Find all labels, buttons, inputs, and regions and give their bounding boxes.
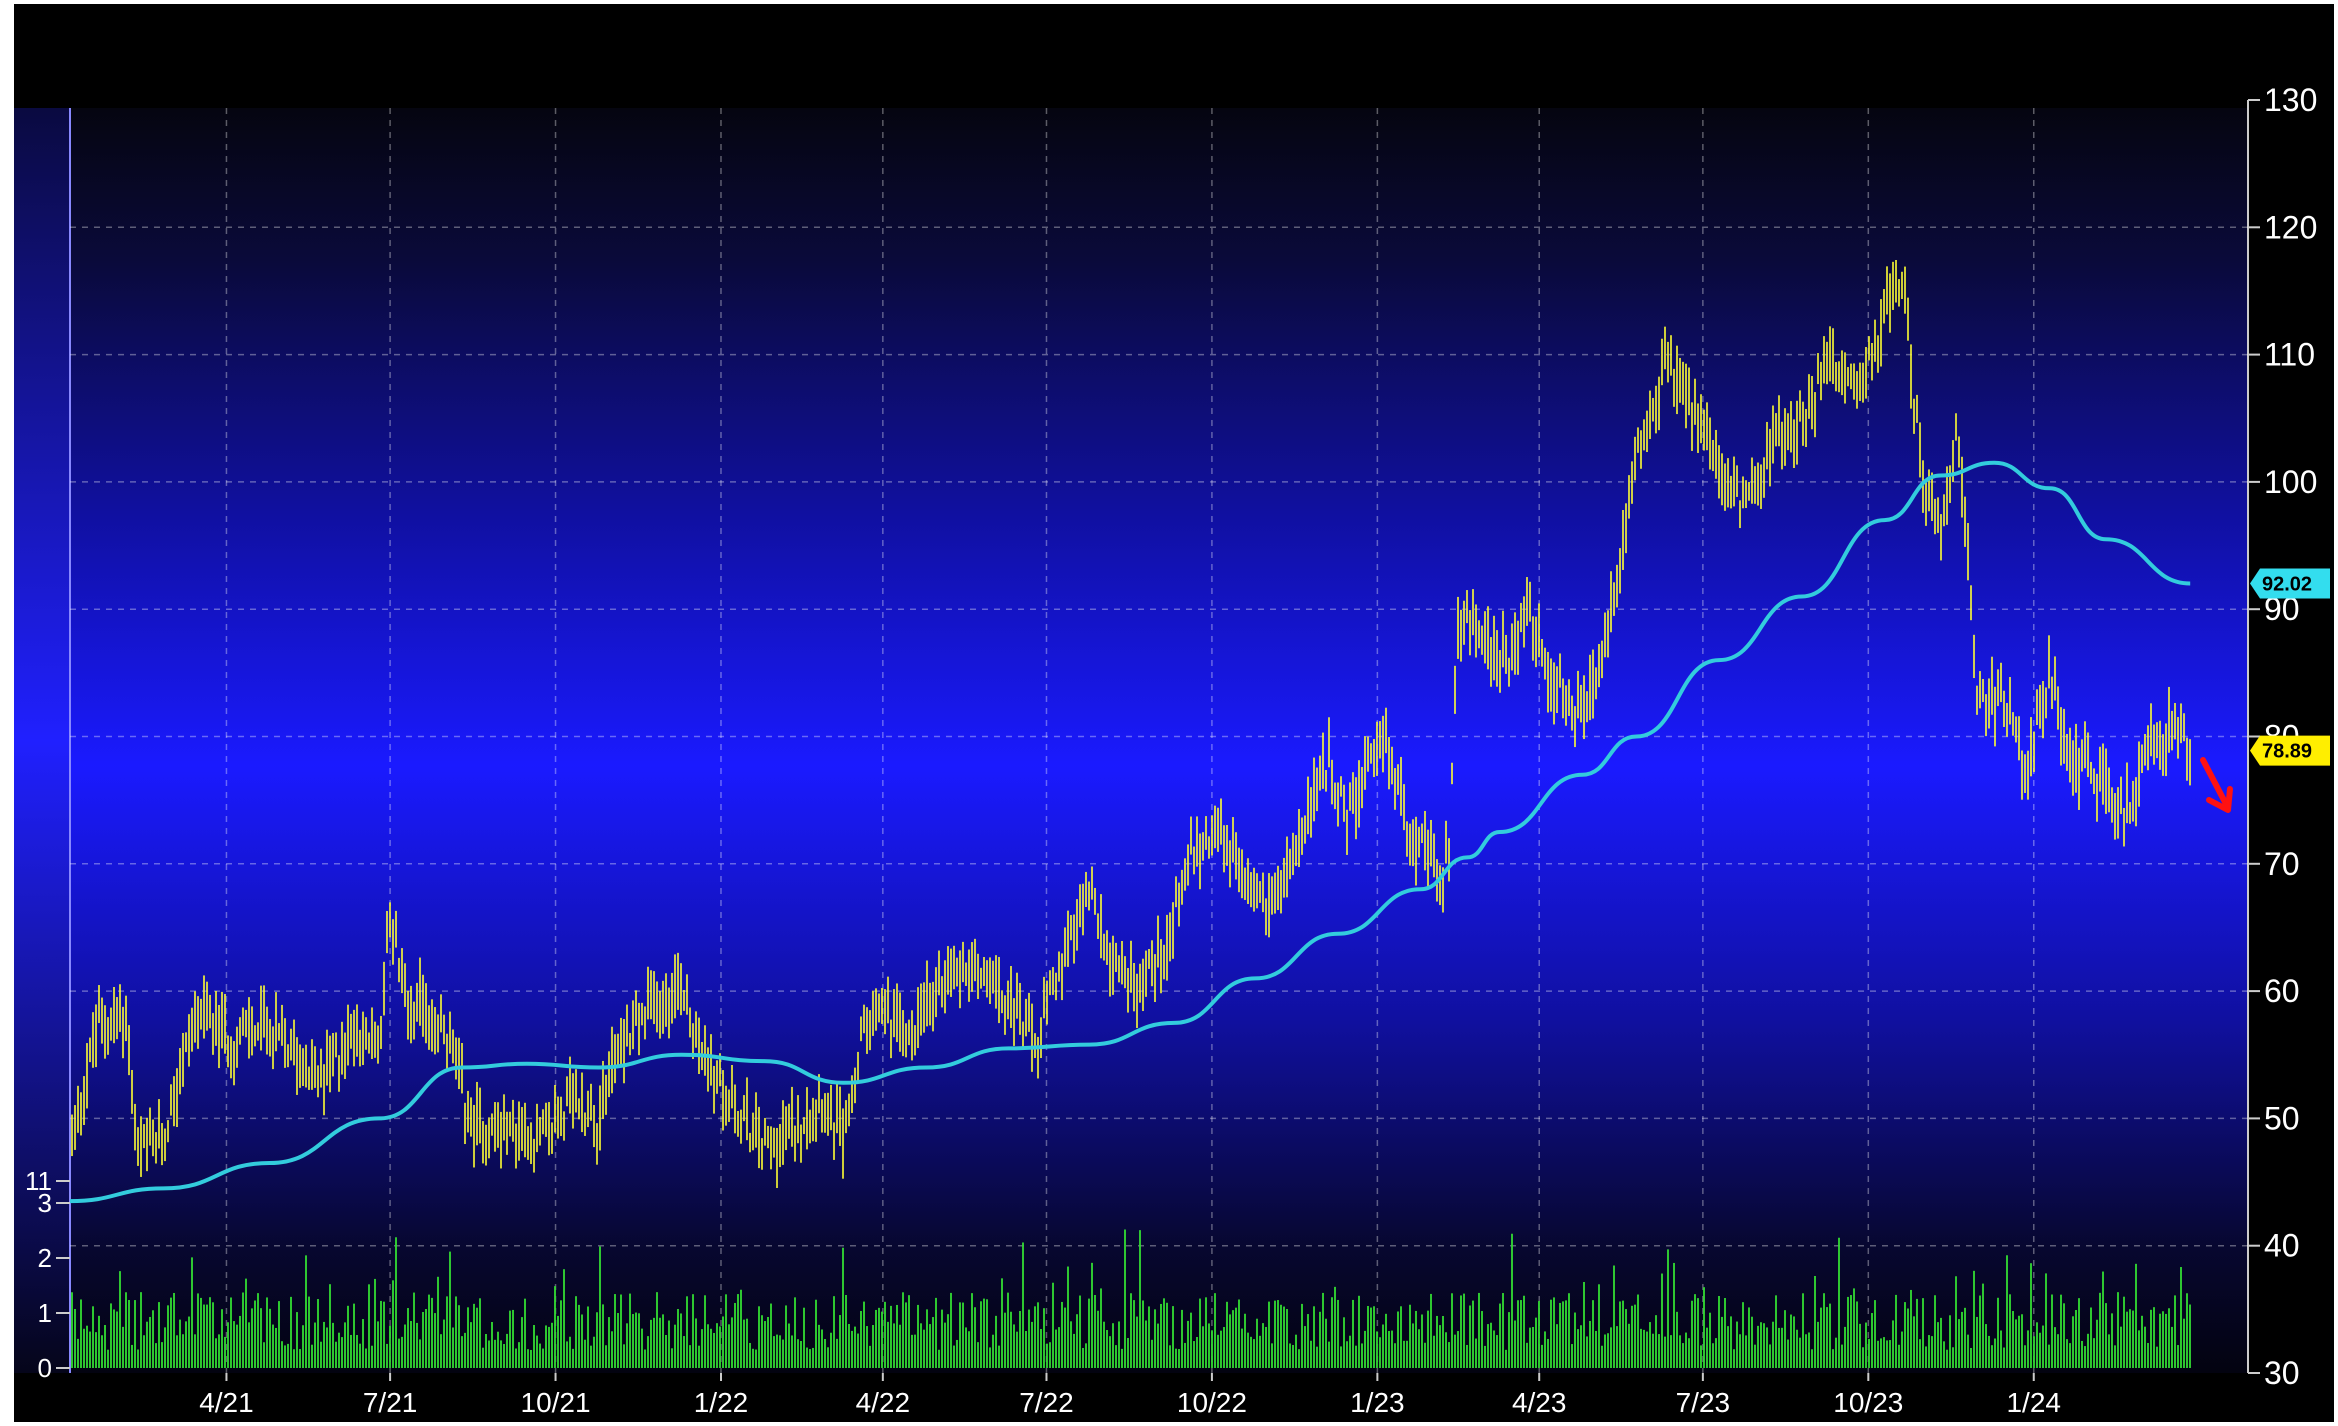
x-tick-label: 4/22 — [856, 1387, 911, 1418]
down-arrow-icon — [2200, 757, 2233, 813]
bottom-axis-panel — [14, 1373, 2334, 1422]
x-tick-label: 4/23 — [1512, 1387, 1567, 1418]
moving-average-layer — [69, 460, 2191, 1204]
volume-bars — [71, 1229, 2191, 1368]
volume-tick-label: 1 — [38, 1298, 52, 1328]
moving-average-line — [69, 460, 2191, 1204]
y-tick-label: 130 — [2264, 82, 2317, 118]
x-tick-label: 1/22 — [694, 1387, 749, 1418]
x-axis-ticks: 4/21 7/21 10/21 1/22 4/22 7/22 10/22 1/23 4/23 7/… — [199, 1373, 2061, 1418]
x-tick-label: 1/23 — [1350, 1387, 1405, 1418]
price-bars — [71, 259, 2191, 1189]
volume-tick-label: 11 — [25, 1166, 52, 1196]
x-tick-label: 7/21 — [363, 1387, 418, 1418]
x-tick-label: 4/21 — [199, 1387, 254, 1418]
y-tick-label: 120 — [2264, 209, 2317, 245]
last-value-label: 78.89 — [2262, 741, 2312, 763]
y-tick-label: 110 — [2264, 337, 2315, 373]
top-black-bar — [14, 4, 2260, 108]
y-tick-label: 60 — [2264, 973, 2300, 1009]
y-tick-label: 100 — [2264, 464, 2317, 500]
x-tick-label: 10/22 — [1177, 1387, 1247, 1418]
volume-axis-ticks: 0 1 2 311 — [25, 1166, 70, 1383]
x-tick-label: 7/23 — [1676, 1387, 1731, 1418]
x-tick-label: 7/22 — [1019, 1387, 1074, 1418]
x-tick-label: 10/23 — [1833, 1387, 1903, 1418]
x-tick-label: 10/21 — [521, 1387, 591, 1418]
left-strip — [14, 108, 70, 1373]
grid-lines — [70, 108, 2248, 1373]
y-axis-ticks: 30405060708090100110120130 — [2248, 82, 2317, 1391]
last-value-label: 92.02 — [2262, 573, 2312, 595]
y-tick-label: 50 — [2264, 1100, 2300, 1136]
volume-tick-label: 3 — [38, 1188, 52, 1218]
last-value-badges: 92.02 78.89 — [2250, 568, 2330, 766]
x-tick-label: 1/24 — [2006, 1387, 2061, 1418]
y-tick-label: 30 — [2264, 1355, 2300, 1391]
volume-tick-label: 2 — [38, 1243, 52, 1273]
y-tick-label: 40 — [2264, 1228, 2300, 1264]
last-value-badge — [2250, 735, 2330, 766]
right-axis-panel — [2248, 4, 2334, 1422]
plot-background — [14, 108, 2260, 1373]
last-value-badge — [2250, 568, 2330, 599]
volume-tick-label: 0 — [38, 1353, 52, 1383]
y-tick-label: 70 — [2264, 846, 2300, 882]
